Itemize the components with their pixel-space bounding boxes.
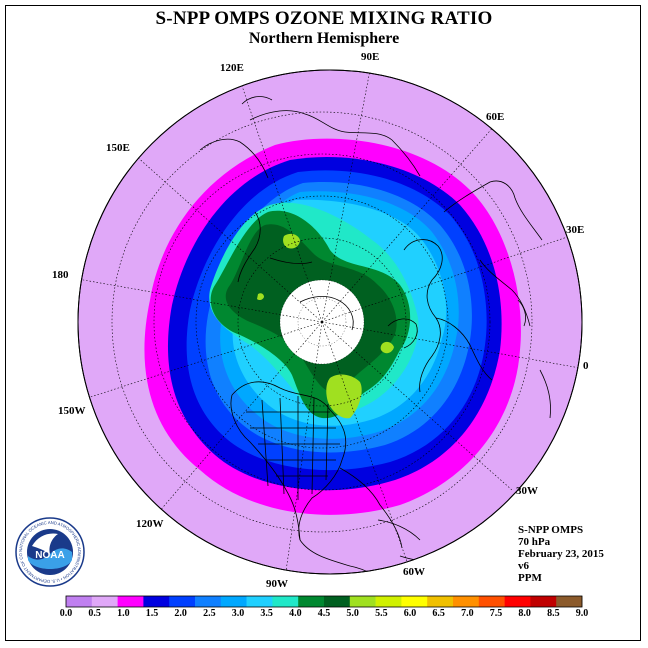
colorbar-tick-label: 6.0 (403, 608, 417, 619)
info-instrument: S-NPP OMPS (518, 524, 584, 536)
colorbar-tick-label: 3.0 (231, 608, 245, 619)
colorbar-tick-label: 4.0 (289, 608, 302, 619)
colorbar-tick-label: 8.5 (547, 608, 560, 619)
colorbar-tick-label: 6.5 (432, 608, 445, 619)
lon-label-120w: 120W (136, 518, 164, 530)
colorbar-tick-label: 7.5 (489, 608, 503, 619)
colorbar-tick-label: 5.0 (346, 608, 359, 619)
map-info-block: S-NPP OMPS 70 hPa February 23, 2015 v6 P… (518, 524, 604, 584)
colorbar-tick-label: 2.0 (174, 608, 187, 619)
map-subtitle: Northern Hemisphere (248, 30, 400, 47)
info-date: February 23, 2015 (518, 548, 604, 560)
colorbar-tick-label: 2.5 (203, 608, 216, 619)
lon-label-60w: 60W (403, 566, 425, 578)
contour-5.5-d (257, 293, 264, 301)
contour-5.5-c (380, 341, 394, 354)
lon-label-30e: 30E (566, 224, 585, 236)
colorbar-tick-label: 4.5 (317, 608, 331, 619)
lon-label-180: 180 (52, 269, 69, 281)
colorbar-tick-label: 9.0 (575, 608, 589, 619)
lon-label-0: 0 (583, 360, 589, 372)
colorbar-tick-label: 8.0 (518, 608, 531, 619)
lon-label-150w: 150W (58, 405, 86, 417)
colorbar-tick-label: 3.5 (260, 608, 273, 619)
map-title: S-NPP OMPS OZONE MIXING RATIO (155, 8, 493, 29)
info-version: v6 (518, 560, 529, 572)
info-pressure-level: 70 hPa (518, 536, 551, 548)
lon-label-30w: 30W (516, 485, 538, 497)
colorbar-tick-label: 5.5 (375, 608, 388, 619)
lon-label-90w: 90W (266, 578, 288, 590)
colorbar-tick-label: 7.0 (461, 608, 474, 619)
lon-label-90e: 90E (361, 51, 380, 63)
noaa-logo-text: NOAA (35, 550, 64, 561)
lon-label-120e: 120E (220, 62, 244, 74)
lon-label-60e: 60E (486, 111, 505, 123)
colorbar-tick-label: 0.0 (59, 608, 73, 619)
colorbar-tick-label: 1.5 (145, 608, 159, 619)
lon-label-150e: 150E (106, 142, 130, 154)
polar-grid (279, 279, 365, 365)
colorbar-tick-label: 0.5 (88, 608, 101, 619)
contour-5.5-a (326, 374, 362, 419)
figure-frame (5, 5, 641, 641)
info-unit: PPM (518, 572, 542, 584)
colorbar-tick-label: 1.0 (117, 608, 130, 619)
noaa-logo: NOAA NATIONAL OCEANIC AND ATMOSPHERIC AD… (14, 516, 85, 587)
